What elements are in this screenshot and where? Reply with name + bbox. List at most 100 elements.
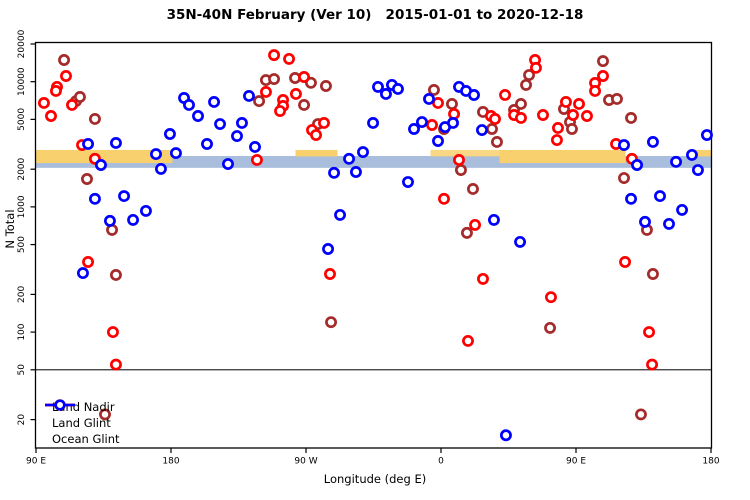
point-ocean-glint: [243, 90, 255, 102]
point-land-glint: [573, 97, 585, 110]
point-land-nadir: [109, 268, 122, 281]
point-land-glint: [551, 134, 563, 146]
point-land-glint: [45, 110, 57, 122]
point-ocean-glint: [334, 208, 346, 221]
point-land-glint: [462, 334, 474, 347]
ocean-expected-band: [36, 155, 711, 168]
point-ocean-glint: [392, 82, 404, 95]
y-tick-label: 20: [17, 414, 27, 426]
x-tick-label: 180: [162, 457, 179, 467]
y-tick-label: 500: [17, 236, 27, 253]
point-land-nadir: [566, 123, 578, 135]
point-land-nadir: [515, 97, 527, 110]
land-expected-band: [688, 149, 711, 157]
point-ocean-glint: [654, 190, 666, 203]
plot-box: [34, 41, 713, 449]
point-ocean-glint: [109, 137, 122, 149]
point-land-glint: [477, 272, 489, 285]
point-ocean-glint: [647, 136, 659, 148]
point-ocean-glint: [127, 213, 139, 226]
point-ocean-glint: [154, 162, 167, 175]
point-ocean-glint: [372, 80, 384, 93]
legend-item-land-glint: Land Glint: [44, 399, 120, 431]
point-land-glint: [469, 218, 481, 231]
point-ocean-glint: [367, 117, 379, 129]
legend-item-ocean-glint: Ocean Glint: [44, 399, 120, 447]
point-land-nadir: [625, 112, 638, 124]
point-ocean-glint: [322, 243, 334, 255]
point-ocean-glint: [163, 128, 176, 140]
point-ocean-glint: [82, 138, 95, 150]
point-land-nadir: [618, 172, 630, 184]
point-ocean-glint: [468, 89, 480, 101]
point-ocean-glint: [76, 267, 89, 280]
point-land-glint: [283, 52, 295, 65]
point-ocean-glint: [408, 123, 420, 135]
point-ocean-glint: [231, 130, 243, 142]
y-tick-label: 50: [17, 364, 27, 376]
point-land-glint: [545, 291, 557, 304]
x-axis-label: Longitude (deg E): [323, 472, 427, 486]
y-tick-label: 2000: [17, 157, 27, 180]
point-land-glint: [290, 88, 302, 100]
point-land-nadir: [81, 173, 93, 185]
point-land-glint: [453, 154, 465, 166]
x-tick-label: 90 E: [26, 457, 46, 467]
land-expected-band: [499, 149, 626, 164]
x-tick-label: 90 E: [566, 457, 586, 467]
point-land-glint: [552, 122, 564, 134]
point-ocean-glint: [670, 155, 683, 168]
point-land-glint: [298, 71, 310, 83]
point-ocean-glint: [328, 166, 340, 179]
point-ocean-glint: [639, 215, 651, 228]
point-ocean-glint: [169, 147, 182, 160]
point-land-glint: [274, 105, 286, 117]
legend-label: Ocean Glint: [52, 431, 120, 446]
y-tick-label: 200: [17, 286, 27, 303]
y-axis-label: N Total: [3, 209, 17, 249]
point-ocean-glint: [183, 98, 195, 111]
point-ocean-glint: [423, 92, 435, 105]
point-land-glint: [581, 110, 593, 122]
point-land-glint: [597, 70, 609, 82]
point-land-glint: [619, 256, 632, 268]
point-land-glint: [60, 70, 72, 82]
point-ocean-glint: [249, 141, 261, 153]
chart-title: 35N-40N February (Ver 10) 2015-01-01 to …: [166, 7, 584, 23]
point-land-glint: [560, 95, 572, 108]
y-tick-label: 1000: [17, 195, 27, 218]
point-land-glint: [438, 192, 450, 205]
point-land-nadir: [520, 78, 533, 91]
legend-label: Land Glint: [52, 415, 111, 430]
point-land-nadir: [647, 268, 659, 280]
legend: Land Nadir Land Glint Ocean Glint: [44, 399, 120, 447]
point-ocean-glint: [676, 203, 689, 216]
point-land-nadir: [486, 123, 498, 135]
point-land-nadir: [446, 97, 458, 110]
y-tick-label: 10000: [17, 67, 27, 96]
point-land-nadir: [467, 183, 479, 195]
point-ocean-glint: [357, 146, 369, 159]
legend-label: Land Nadir: [52, 399, 115, 414]
point-land-nadir: [268, 73, 280, 85]
point-ocean-glint: [380, 88, 392, 100]
point-land-nadir: [320, 80, 332, 92]
point-ocean-glint: [343, 152, 355, 165]
point-ocean-glint: [514, 235, 527, 248]
x-tick-label: 90 W: [294, 457, 317, 467]
land-expected-band: [295, 149, 338, 157]
point-ocean-glint: [103, 214, 116, 227]
point-ocean-glint: [625, 192, 638, 205]
point-land-glint: [499, 89, 511, 101]
point-land-glint: [646, 358, 659, 371]
land-expected-band: [36, 149, 173, 164]
point-ocean-glint: [631, 159, 644, 171]
point-land-glint: [515, 112, 527, 124]
point-ocean-glint: [214, 118, 226, 130]
point-ocean-glint: [447, 117, 459, 129]
point-land-glint: [324, 268, 336, 280]
point-land-glint: [567, 109, 579, 121]
point-land-glint: [643, 326, 656, 339]
point-land-glint: [106, 326, 119, 339]
point-land-glint: [268, 49, 280, 62]
